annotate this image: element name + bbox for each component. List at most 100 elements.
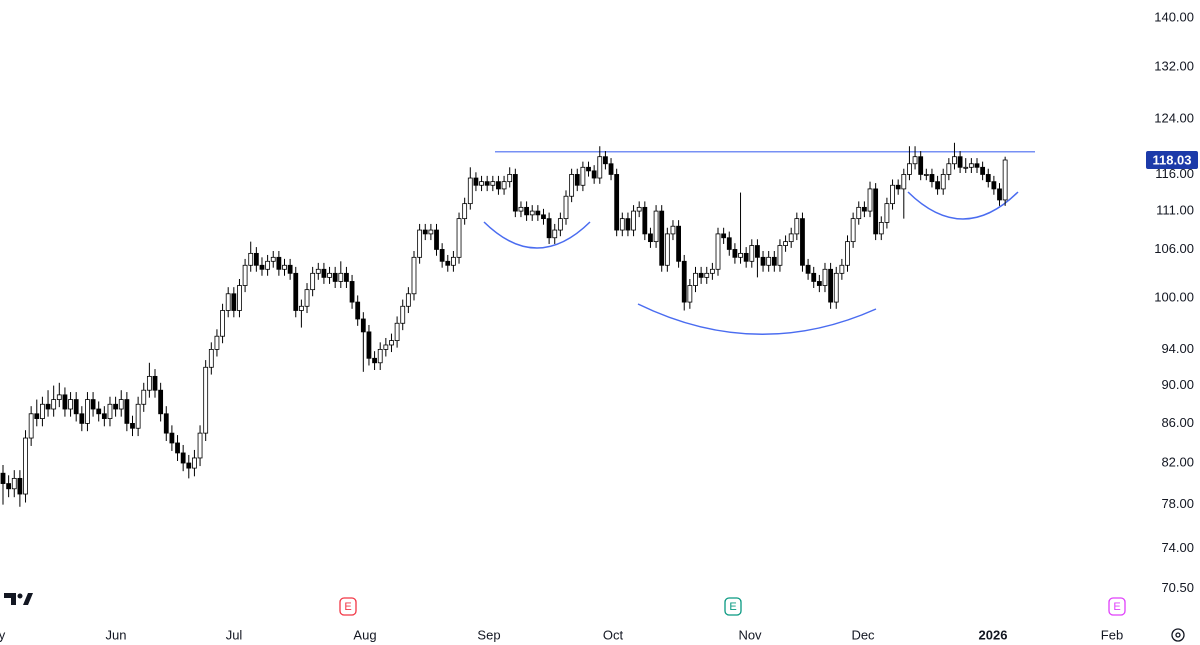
candle-body [355,301,361,320]
candle-body [56,394,62,400]
candle-body [28,413,34,439]
candle-body [208,348,214,368]
x-tick-label: Aug [353,627,376,642]
candle-body [670,225,676,235]
candle-body [315,268,321,274]
candle-body [163,413,169,434]
candle-body [738,252,743,258]
candle-body [822,268,828,286]
logo-part [4,593,16,605]
candle-body [901,174,907,190]
candle-body [518,206,524,212]
candle-body [287,264,293,274]
candle-body [270,256,276,262]
candle-body [135,403,141,429]
y-tick-label: 116.00 [1155,166,1194,181]
x-tick-label: Sep [477,627,500,642]
candle-body [203,366,209,434]
candle-body [146,375,152,391]
candle-body [721,233,727,239]
logo-part [17,593,23,599]
candle-body [659,210,665,266]
candle-body [884,203,890,223]
candle-body [709,268,715,274]
candle-body [839,264,845,274]
candle-body [253,252,259,266]
y-tick-label: 94.00 [1161,341,1194,356]
candle-body [90,399,96,410]
candle-body [811,272,817,282]
candle-body [192,457,197,469]
candle-body [79,413,85,424]
candle-body [856,206,862,220]
settings-ring[interactable] [1171,628,1185,642]
settings-icon[interactable] [1171,628,1185,642]
left-cup [483,221,591,249]
candle-body [726,237,732,250]
candle-body [845,241,850,266]
candle-body [997,188,1002,201]
candle-body [890,184,895,205]
y-tick-label: 106.00 [1154,241,1194,256]
candle-body [805,264,811,274]
y-tick-label: 86.00 [1161,415,1194,430]
candle-body [484,181,490,186]
candle-body [541,214,546,220]
candle-body [664,233,670,266]
candle-body [220,310,225,337]
candle-body [625,218,631,231]
candle-body [130,422,135,429]
candle-body [360,318,366,333]
candle-body [608,163,614,175]
candle-body [743,252,749,262]
candle-body [704,272,710,278]
candle-body [51,399,57,410]
y-tick-label: 111.00 [1156,203,1194,218]
settings-core[interactable] [1175,632,1181,638]
candle-body [113,403,118,410]
candle-body [23,437,28,495]
candle-body [45,403,51,410]
candle-body [693,272,698,286]
candle-body [118,399,124,410]
candle-body [73,399,79,415]
candle-body [749,245,755,262]
candle-body [214,335,220,350]
candle-body [411,256,417,295]
candle-body [344,272,349,282]
candle-body [400,305,406,324]
candle-body [755,245,760,258]
candle-body [569,174,575,197]
y-tick-label: 78.00 [1161,496,1194,511]
candle-body [298,305,304,311]
candle-body [152,375,158,391]
candle-body [867,188,873,212]
y-tick-label: 82.00 [1161,454,1194,469]
candle-body [445,260,451,266]
candle-body [242,264,248,286]
candle-body [631,210,636,231]
candle-body [557,218,563,231]
candle-body [907,163,912,175]
candle-body [321,268,327,278]
candle-body [952,156,957,165]
last-price-box [1146,151,1198,170]
y-tick-label: 140.00 [1154,9,1194,24]
candle-body [783,241,788,246]
earnings-label: E [729,601,736,613]
candle-body [501,181,507,190]
candle-body [96,408,102,415]
candle-body [496,181,501,190]
candle-body [580,166,586,186]
x-tick-label: 2026 [979,627,1008,642]
candle-body [653,210,659,243]
x-tick-label: Nov [738,627,762,642]
pattern-arcs [483,191,1019,335]
x-tick-label: Jun [106,627,127,642]
candle-body [383,344,389,350]
candle-body [529,210,535,216]
last-price-label: 118.03 [1152,152,1191,167]
x-tick-label: Feb [1101,627,1123,642]
candle-body [338,272,344,282]
